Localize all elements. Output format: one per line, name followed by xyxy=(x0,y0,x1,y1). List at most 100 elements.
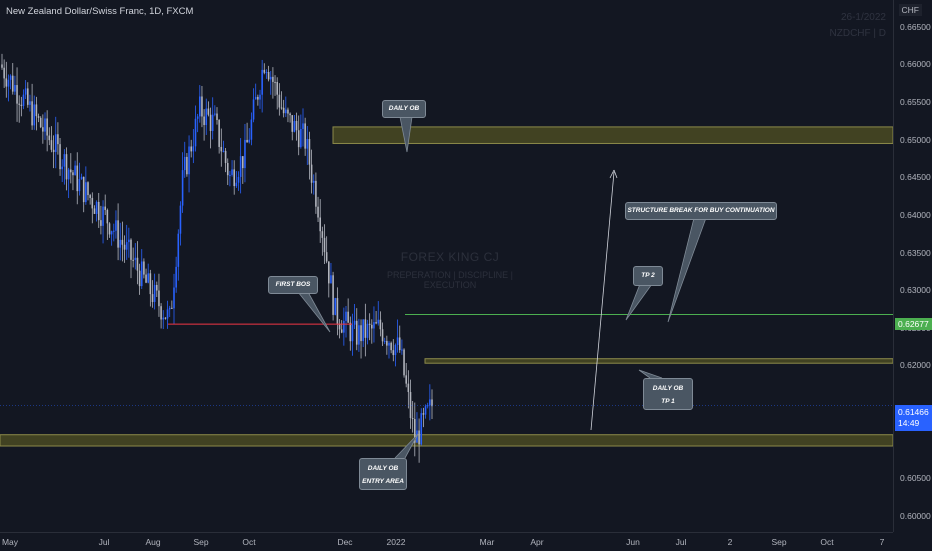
candle-body xyxy=(18,103,20,105)
candle-body xyxy=(31,101,33,126)
y-tick-label: 0.60500 xyxy=(900,473,931,484)
candle-body xyxy=(287,109,289,114)
projection-arrow xyxy=(590,171,615,431)
candle-body xyxy=(188,146,190,175)
candle-body xyxy=(74,165,76,176)
candle-body xyxy=(274,81,276,83)
candle-body xyxy=(295,120,298,131)
callout-daily-ob-entry[interactable]: DAILY OB ENTRY AREA xyxy=(359,458,407,490)
candle-body xyxy=(291,115,294,132)
candle-body xyxy=(431,399,433,407)
candle-body xyxy=(226,163,229,176)
candle-body xyxy=(85,182,87,203)
candle-body xyxy=(9,75,12,80)
candle-body xyxy=(351,324,354,342)
candle-body xyxy=(27,88,29,105)
x-tick-label: Aug xyxy=(145,537,161,547)
candle-body xyxy=(22,94,25,106)
x-tick-label: Sep xyxy=(771,537,787,547)
candle-body xyxy=(147,273,149,283)
callout-daily-ob-tp1[interactable]: DAILY OB TP 1 xyxy=(643,378,693,410)
callout-structure-break[interactable]: STRUCTURE BREAK FOR BUY CONTINUATION xyxy=(625,202,777,220)
price-axis[interactable] xyxy=(893,0,932,532)
candle-body xyxy=(145,274,147,283)
zone-rect xyxy=(0,434,894,447)
pointer-tp2 xyxy=(625,283,653,321)
candle-body xyxy=(398,337,401,351)
callout-tp1-line2: TP 1 xyxy=(661,398,675,405)
candle-body xyxy=(63,154,66,167)
candle-body xyxy=(336,298,339,324)
candle-body xyxy=(177,233,180,267)
annotation-arrows xyxy=(297,116,707,459)
y-tick-label: 0.63500 xyxy=(900,247,931,258)
candle-body xyxy=(222,150,225,152)
candle-body xyxy=(373,322,375,329)
candle-body xyxy=(171,307,173,309)
candle-body xyxy=(269,76,272,80)
candle-body xyxy=(138,270,141,287)
y-tick-label: 0.64500 xyxy=(900,172,931,183)
candle-body xyxy=(386,340,388,346)
candle-body xyxy=(113,230,115,232)
y-tick-label: 0.60000 xyxy=(900,511,931,521)
candle-body xyxy=(325,252,328,262)
candle-body xyxy=(216,113,218,120)
candle-body xyxy=(345,311,347,321)
candle-body xyxy=(214,113,216,115)
candle-body xyxy=(24,88,27,95)
callout-tp2[interactable]: TP 2 xyxy=(633,266,663,286)
candle-body xyxy=(61,166,63,170)
candle-body xyxy=(205,108,208,126)
candle-body xyxy=(233,169,235,187)
candle-body xyxy=(190,146,192,152)
candle-body xyxy=(100,220,102,226)
candle-body xyxy=(338,323,341,330)
candle-body xyxy=(377,319,380,324)
callout-daily-ob-top[interactable]: DAILY OB xyxy=(382,100,426,118)
last-price-tag: 0.61466 14:49 xyxy=(895,405,932,431)
candle-body xyxy=(192,146,195,152)
candle-body xyxy=(276,81,278,95)
x-tick-label: Oct xyxy=(820,537,834,547)
candle-body xyxy=(82,176,85,203)
y-tick-label: 0.65000 xyxy=(900,134,931,145)
candle-body xyxy=(76,165,79,192)
candle-body xyxy=(403,349,405,376)
candle-body xyxy=(315,180,317,207)
time-axis[interactable] xyxy=(0,532,893,551)
candle-body xyxy=(366,323,369,338)
candle-body xyxy=(149,273,152,295)
x-tick-label: Jun xyxy=(626,537,640,547)
candle-body xyxy=(242,156,244,169)
y-tick-label: 0.64000 xyxy=(900,209,931,220)
candle-body xyxy=(1,64,3,68)
callout-first-bos[interactable]: FIRST BOS xyxy=(268,276,318,294)
callout-entry-line2: ENTRY AREA xyxy=(362,478,404,485)
candle-body xyxy=(328,261,330,284)
candle-body xyxy=(229,174,231,176)
candle-body xyxy=(173,287,175,309)
last-price-value: 0.61466 xyxy=(898,407,929,417)
candle-body xyxy=(390,342,392,351)
x-tick-label: 2 xyxy=(727,537,733,547)
candle-body xyxy=(392,350,395,356)
candle-body xyxy=(297,130,300,148)
candle-body xyxy=(209,114,212,131)
pointer-structure-break xyxy=(667,217,707,323)
candle-body xyxy=(414,419,416,443)
x-tick-label: 2022 xyxy=(386,537,406,547)
chart-meta: 26-1/2022 NZDCHF | D xyxy=(830,10,886,42)
candle-body xyxy=(136,257,139,271)
candle-body xyxy=(80,176,83,180)
projection-arrowhead xyxy=(609,169,618,179)
candle-body xyxy=(409,392,412,419)
candle-body xyxy=(250,119,253,140)
candle-body xyxy=(349,322,352,342)
candle-body xyxy=(246,139,248,143)
candle-body xyxy=(375,322,377,324)
zone-rect xyxy=(332,126,894,144)
candle-body xyxy=(35,104,38,117)
candle-body xyxy=(405,375,407,384)
y-tick-label: 0.63000 xyxy=(900,285,931,296)
